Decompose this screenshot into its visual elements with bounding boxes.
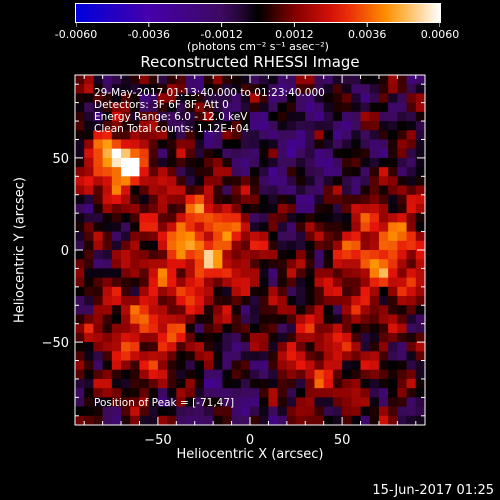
colorbar-tick-label: 0.0036 xyxy=(347,28,387,41)
colorbar-tick-label: -0.0036 xyxy=(127,28,171,41)
colorbar-ticks xyxy=(76,22,440,27)
x-tick-label: −50 xyxy=(144,433,171,448)
colorbar-tick-label: -0.0060 xyxy=(54,28,98,41)
x-tick-label: 50 xyxy=(334,433,351,448)
annotation-detectors: Detectors: 3F 6F 8F, Att 0 xyxy=(94,99,229,111)
y-tick-label: 50 xyxy=(52,152,69,167)
y-tick-label: 0 xyxy=(61,244,69,259)
annotation-energy-range: Energy Range: 6.0 - 12.0 keV xyxy=(94,111,248,123)
y-tick-label: −50 xyxy=(42,336,69,351)
colorbar-tick-label: -0.0012 xyxy=(200,28,243,41)
annotation-time-range: 29-May-2017 01:13:40.000 to 01:23:40.000 xyxy=(94,87,325,99)
annotation-block: 29-May-2017 01:13:40.000 to 01:23:40.000… xyxy=(94,87,325,135)
heatmap-cells xyxy=(75,75,426,426)
colorbar-tick-label: 0.0060 xyxy=(420,28,460,41)
x-tick-label: 0 xyxy=(246,433,254,448)
annotation-total-counts: Clean Total counts: 1.12E+04 xyxy=(94,123,250,135)
y-axis-label: Heliocentric Y (arcsec) xyxy=(12,177,28,323)
render-timestamp: 15-Jun-2017 01:25 xyxy=(372,483,494,498)
peak-position-label: Position of Peak = [-71,47] xyxy=(94,397,235,409)
colorbar-units: (photons cm⁻² s⁻¹ asec⁻²) xyxy=(187,40,329,53)
colorbar xyxy=(75,3,441,23)
colorbar-tick-label: 0.0012 xyxy=(275,28,314,41)
x-axis-label: Heliocentric X (arcsec) xyxy=(176,447,324,462)
chart-title: Reconstructed RHESSI Image xyxy=(140,53,360,71)
